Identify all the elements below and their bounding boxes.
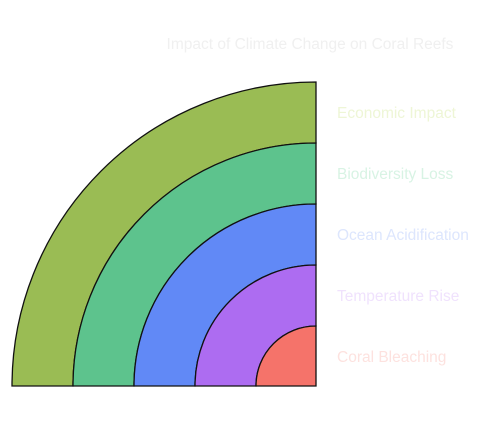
label-biodiversity-loss: Biodiversity Loss (337, 166, 454, 183)
diagram-title: Impact of Climate Change on Coral Reefs (167, 36, 454, 53)
label-ocean-acidification: Ocean Acidification (337, 227, 469, 244)
ring-coral-bleaching (255, 325, 317, 387)
label-economic-impact: Economic Impact (337, 105, 457, 122)
quarter-ring-stack (11, 81, 317, 387)
label-temperature-rise: Temperature Rise (337, 288, 459, 305)
label-coral-bleaching: Coral Bleaching (337, 349, 446, 366)
layer-labels: Economic Impact Biodiversity Loss Ocean Ac… (337, 105, 469, 366)
